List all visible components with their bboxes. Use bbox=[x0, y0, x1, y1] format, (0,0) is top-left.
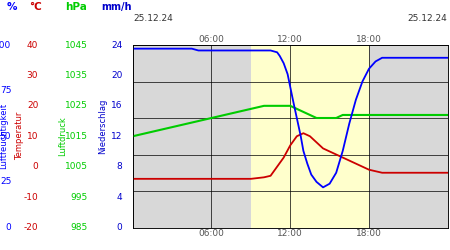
Text: 985: 985 bbox=[71, 223, 88, 232]
Text: 0: 0 bbox=[117, 223, 122, 232]
Text: 1015: 1015 bbox=[65, 132, 88, 141]
Text: 16: 16 bbox=[111, 101, 122, 110]
Text: 1025: 1025 bbox=[65, 101, 88, 110]
Text: °C: °C bbox=[29, 2, 42, 12]
Text: 8: 8 bbox=[117, 162, 122, 171]
Bar bbox=[251, 45, 369, 228]
Text: -20: -20 bbox=[23, 223, 38, 232]
Text: 0: 0 bbox=[32, 162, 38, 171]
Text: Temperatur: Temperatur bbox=[15, 112, 24, 160]
Text: %: % bbox=[7, 2, 17, 12]
Text: 30: 30 bbox=[27, 71, 38, 80]
Text: 100: 100 bbox=[0, 40, 11, 50]
Text: 25: 25 bbox=[0, 178, 11, 186]
Text: 25.12.24: 25.12.24 bbox=[134, 14, 173, 22]
Text: 1005: 1005 bbox=[65, 162, 88, 171]
Text: 50: 50 bbox=[0, 132, 11, 141]
Text: 20: 20 bbox=[27, 101, 38, 110]
Text: 4: 4 bbox=[117, 192, 122, 202]
Text: hPa: hPa bbox=[65, 2, 87, 12]
Text: 24: 24 bbox=[111, 40, 122, 50]
Text: 0: 0 bbox=[5, 223, 11, 232]
Text: 20: 20 bbox=[111, 71, 122, 80]
Text: 1035: 1035 bbox=[65, 71, 88, 80]
Text: 1045: 1045 bbox=[65, 40, 88, 50]
Text: 995: 995 bbox=[71, 192, 88, 202]
Text: 12: 12 bbox=[111, 132, 122, 141]
Text: Niederschlag: Niederschlag bbox=[98, 98, 107, 154]
Text: 25.12.24: 25.12.24 bbox=[407, 14, 447, 22]
Text: Luftfeuchtigkeit: Luftfeuchtigkeit bbox=[0, 103, 8, 169]
Text: 75: 75 bbox=[0, 86, 11, 95]
Text: 40: 40 bbox=[27, 40, 38, 50]
Text: 10: 10 bbox=[27, 132, 38, 141]
Text: mm/h: mm/h bbox=[101, 2, 132, 12]
Text: -10: -10 bbox=[23, 192, 38, 202]
Text: Luftdruck: Luftdruck bbox=[58, 116, 68, 156]
